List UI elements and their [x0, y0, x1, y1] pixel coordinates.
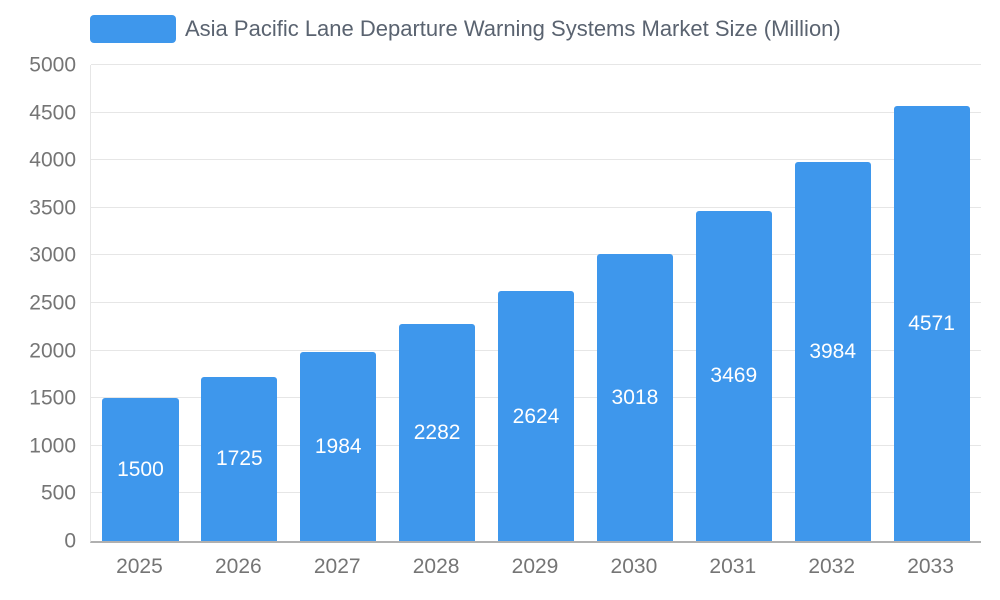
gridline	[91, 206, 981, 208]
y-axis-labels: 0 500 1000 1500 2000 2500 3000 3500 4000 4500 5000	[0, 55, 76, 552]
bar-value-label: 2624	[512, 404, 560, 428]
bar: 1984	[300, 352, 377, 541]
y-tick-label: 0	[64, 529, 76, 553]
x-tick-label: 2028	[412, 555, 460, 578]
bar-slot: 2282	[388, 65, 487, 541]
x-tick-label: 2030	[610, 555, 658, 578]
x-tick-label: 2033	[907, 555, 954, 578]
legend: Asia Pacific Lane Departure Warning Syst…	[90, 15, 841, 43]
bar: 3469	[695, 210, 772, 541]
bar-value-label: 2282	[413, 420, 461, 444]
y-tick-label: 3500	[29, 196, 76, 220]
bar-slot: 1500	[91, 65, 190, 541]
bar: 2624	[497, 291, 575, 541]
legend-label: Asia Pacific Lane Departure Warning Syst…	[185, 16, 841, 41]
gridline	[91, 254, 981, 256]
y-tick-label: 1500	[29, 386, 76, 410]
bar-value-label: 3018	[611, 385, 659, 409]
y-tick-label: 2500	[29, 291, 76, 315]
bar-value-label: 4571	[908, 311, 955, 335]
gridline	[91, 64, 981, 65]
bar-slot: 2624	[487, 65, 586, 541]
x-tick-label: 2027	[313, 555, 361, 578]
gridline	[91, 111, 981, 113]
x-tick-label: 2031	[709, 555, 757, 578]
y-tick-label: 500	[40, 481, 76, 505]
x-tick-label: 2032	[808, 555, 856, 578]
bar-value-label: 3984	[809, 339, 857, 363]
x-tick-label: 2029	[511, 555, 559, 578]
bar: 1500	[102, 398, 179, 541]
bar: 3018	[596, 253, 673, 541]
y-tick-label: 5000	[29, 53, 76, 77]
plot-area: 1500 1725 1984 2282 2624 3018 3469 3984 4571	[90, 64, 981, 543]
bar: 1725	[201, 376, 278, 541]
x-tick-label: 2025	[116, 555, 163, 578]
bar-slot: 1984	[289, 65, 388, 541]
bar-value-label: 3469	[710, 364, 758, 388]
bar-slot: 4571	[882, 65, 981, 541]
bar: 4571	[893, 105, 970, 541]
bar-slot: 3984	[783, 65, 882, 541]
y-tick-label: 2000	[29, 339, 76, 363]
gridline	[91, 159, 981, 161]
bar: 3984	[794, 161, 871, 541]
bar-slot: 1725	[190, 65, 289, 541]
x-tick-label: 2026	[214, 555, 262, 578]
bar-slot: 3469	[684, 65, 783, 541]
bar-value-label: 1984	[314, 435, 362, 459]
y-tick-label: 1000	[29, 434, 76, 458]
y-tick-label: 4500	[29, 101, 76, 125]
x-axis-labels: 2025 2026 2027 2028 2029 2030 2031 2032 2033	[90, 555, 980, 579]
bar-slot: 3018	[585, 65, 684, 541]
bar-value-label: 1725	[215, 447, 263, 471]
legend-swatch	[90, 15, 176, 43]
y-tick-label: 4000	[29, 148, 76, 172]
bar: 2282	[399, 323, 476, 541]
y-tick-label: 3000	[29, 243, 76, 267]
bar-value-label: 1500	[117, 458, 164, 482]
bars: 1500 1725 1984 2282 2624 3018 3469 3984 4571	[91, 65, 981, 541]
